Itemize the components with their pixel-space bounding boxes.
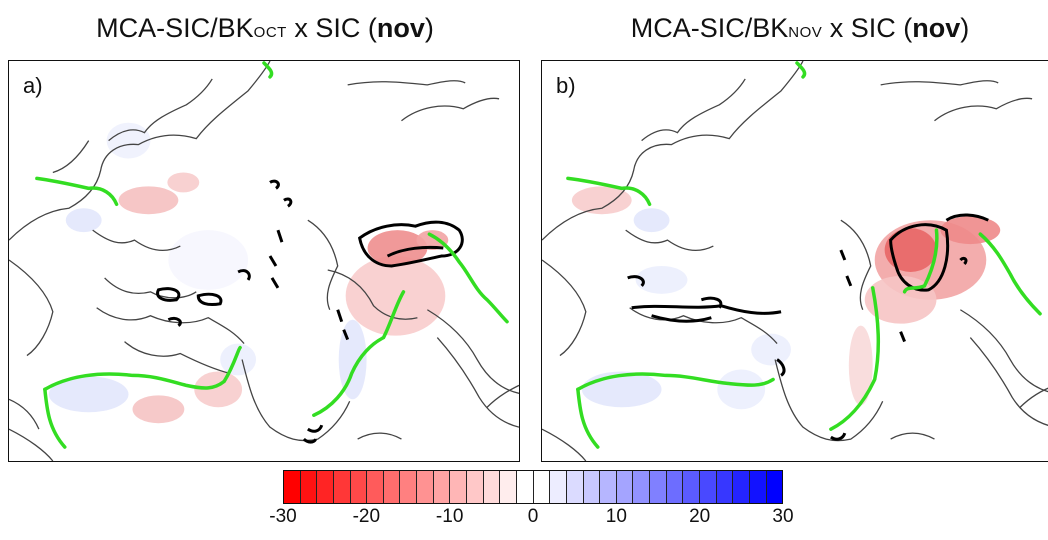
colorbar-segment <box>533 471 551 503</box>
panel-b-title-main: MCA-SIC/BK <box>630 13 789 43</box>
colorbar-tick-label: -20 <box>352 506 381 527</box>
colorbar-tick-label: -30 <box>269 506 297 527</box>
colorbar-segment <box>566 471 584 503</box>
colorbar-segment <box>433 471 451 503</box>
panel-b-title: MCA-SIC/BKNOV x SIC (nov) <box>540 8 1048 48</box>
colorbar-segment <box>766 471 783 503</box>
ice-edge-a <box>35 61 509 449</box>
panel-b-title-end: ) <box>960 13 970 43</box>
colorbar-tick-label: 10 <box>605 506 627 527</box>
colorbar-tick-label: 20 <box>689 506 711 527</box>
colorbar-tick-label: 0 <box>527 506 539 527</box>
colorbar-segment <box>733 471 750 503</box>
colorbar-segment <box>300 471 318 503</box>
colorbar-segment <box>367 471 384 503</box>
colorbar-segment <box>400 471 418 503</box>
panel-a-title-main: MCA-SIC/BK <box>96 13 254 43</box>
map-panel-b: b) <box>541 60 1048 462</box>
colorbar-segment <box>683 471 701 503</box>
colorbar-segment <box>633 471 651 503</box>
panel-a-title-mid: x SIC ( <box>286 13 377 43</box>
colorbar-segment <box>650 471 667 503</box>
colorbar-segment <box>600 471 617 503</box>
anomaly-shading-a <box>48 122 449 424</box>
ice-edge-b <box>566 61 1042 449</box>
panel-b-title-bold: nov <box>912 13 961 43</box>
colorbar-segment <box>383 471 401 503</box>
colorbar-segment <box>467 471 484 503</box>
colorbar-segment <box>516 471 534 503</box>
colorbar <box>283 470 783 504</box>
colorbar-segment <box>616 471 634 503</box>
colorbar-segment <box>350 471 368 503</box>
colorbar-segment <box>716 471 734 503</box>
anomaly-shading-b <box>571 186 1001 410</box>
map-b <box>542 61 1048 461</box>
colorbar-segment <box>583 471 601 503</box>
panel-a-label: a) <box>23 73 43 98</box>
colorbar-tick-label: 30 <box>772 506 794 527</box>
panel-a-title-sub: OCT <box>253 24 287 41</box>
significance-contours-b <box>627 213 989 441</box>
map-panel-a: a) <box>8 60 520 462</box>
colorbar-segment <box>700 471 717 503</box>
colorbar-segment <box>749 471 767 503</box>
colorbar-segment <box>666 471 684 503</box>
colorbar-segment <box>550 471 567 503</box>
panel-b-title-sub: NOV <box>788 24 823 41</box>
colorbar-tick-label: -10 <box>435 506 464 527</box>
colorbar-segment <box>500 471 517 503</box>
panel-b-title-mid: x SIC ( <box>822 13 913 43</box>
panel-a-title-bold: nov <box>376 13 425 43</box>
map-a <box>9 61 519 461</box>
colorbar-segment <box>450 471 468 503</box>
significance-contours-a <box>156 179 464 444</box>
colorbar-segment <box>284 471 301 503</box>
colorbar-ticks: -30 -20 -10 0 10 20 30 <box>269 506 793 540</box>
colorbar-segment <box>333 471 351 503</box>
panel-a-title: MCA-SIC/BKOCT x SIC (nov) <box>10 8 520 48</box>
colorbar-segment <box>417 471 434 503</box>
panel-b-label: b) <box>556 73 576 98</box>
colorbar-segment <box>317 471 334 503</box>
coastlines-b <box>542 61 1048 461</box>
colorbar-segment <box>483 471 501 503</box>
panel-a-title-end: ) <box>424 13 434 43</box>
